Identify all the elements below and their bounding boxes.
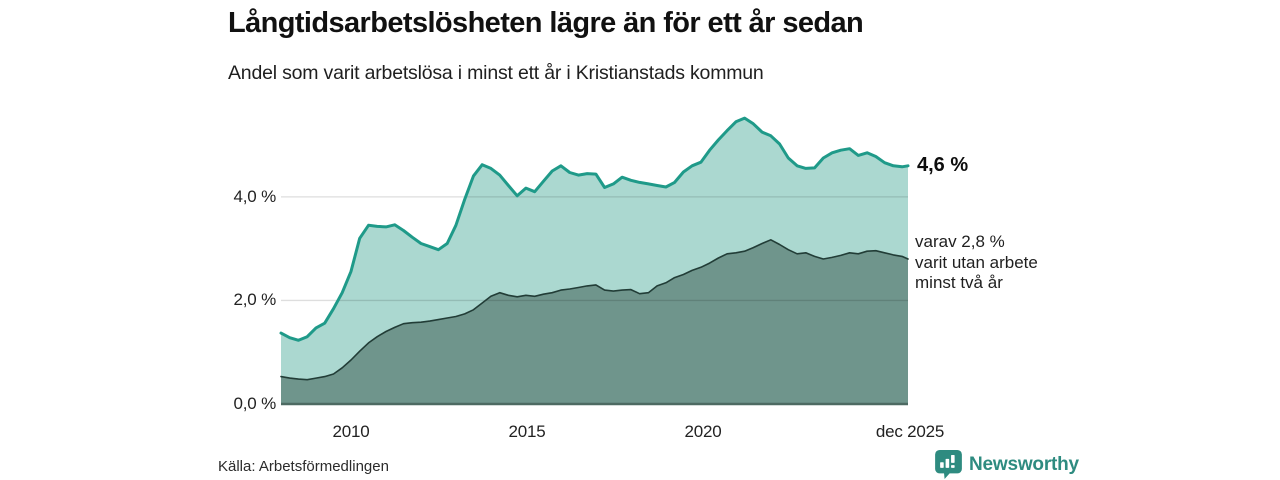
annotation-two-year-line2: varit utan arbete [915,252,1038,272]
newsworthy-badge-icon [935,450,962,479]
x-tick-dec-2025: dec 2025 [875,422,945,441]
source-note: Källa: Arbetsförmedlingen [218,458,389,475]
chart-title: Långtidsarbetslösheten lägre än för ett … [228,7,864,39]
y-tick-0: 0,0 % [233,394,277,413]
series-two-year-area [281,239,908,404]
annotation-two-year-line1: varav 2,8 % [915,232,1005,251]
annotation-two-year: varav 2,8 % varit utan arbete minst två … [915,232,1038,294]
newsworthy-wordmark: Newsworthy [969,453,1079,475]
x-tick-2015: 2015 [508,422,546,441]
x-tick-2020: 2020 [684,422,722,441]
chart-subtitle: Andel som varit arbetslösa i minst ett å… [228,62,764,84]
x-tick-2010: 2010 [332,422,370,441]
annotation-total-value: 4,6 % [917,154,969,176]
newsworthy-logo[interactable]: Newsworthy [935,450,1079,479]
y-tick-2: 2,0 % [233,290,277,309]
series-total-line [279,116,910,342]
series-two-year-line [280,239,909,381]
annotation-two-year-line3: minst två år [915,273,1003,293]
y-tick-4: 4,0 % [233,187,277,206]
